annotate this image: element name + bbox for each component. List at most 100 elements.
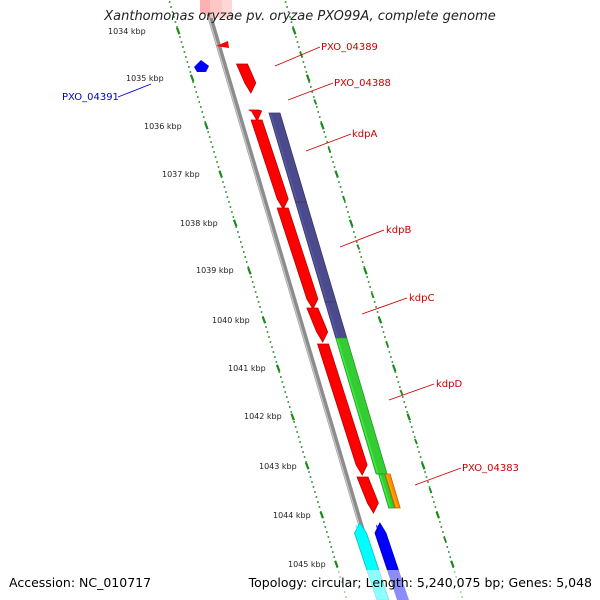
track-dot <box>229 206 232 208</box>
track-dot <box>188 66 190 68</box>
track-dot <box>403 401 406 403</box>
tick-label: 1044 kbp <box>273 511 311 520</box>
track-dot <box>289 16 291 18</box>
genome-backbone-highlight <box>202 0 383 600</box>
track-dot <box>421 461 423 463</box>
track-dot <box>347 211 349 213</box>
tick-dash <box>443 536 447 543</box>
track-dot <box>274 356 276 358</box>
track-dot <box>424 471 426 473</box>
track-dot <box>238 236 241 238</box>
track-dot <box>323 131 325 133</box>
track-dot <box>449 556 452 558</box>
track-dot <box>297 436 300 438</box>
tick-dash <box>399 389 404 396</box>
tick-label: 1038 kbp <box>180 219 218 228</box>
track-dot <box>311 481 313 483</box>
track-dot <box>208 136 211 138</box>
cds-faded <box>210 0 232 18</box>
track-dot <box>300 446 303 448</box>
track-dot <box>266 331 269 333</box>
track-dot <box>231 211 233 213</box>
leader-line <box>361 297 408 315</box>
track-dot <box>431 496 434 498</box>
tick-dash <box>363 267 368 275</box>
track-dot <box>344 201 346 203</box>
track-dot <box>192 81 195 83</box>
track-dot <box>358 251 361 253</box>
tick-dash <box>189 74 195 82</box>
track-dot <box>189 71 192 73</box>
track-dot <box>305 71 308 73</box>
track-dot <box>196 96 199 98</box>
track-dot <box>376 311 379 313</box>
track-dot <box>406 411 409 413</box>
tick-dash <box>218 170 223 178</box>
track-dot <box>331 551 334 553</box>
track-dot <box>440 526 443 528</box>
track-dot <box>228 201 230 203</box>
track-dot <box>257 301 260 303</box>
cds-small <box>248 109 263 122</box>
tick-dash <box>313 99 318 105</box>
track-dot <box>278 371 281 373</box>
hit-purple-kdpb-highlight <box>296 202 328 302</box>
track-dot <box>292 26 294 28</box>
hit-orange-highlight <box>385 474 398 508</box>
tick-dash <box>421 462 426 470</box>
track-dot <box>387 346 389 348</box>
track-dot <box>308 471 310 473</box>
track-dot <box>318 116 321 118</box>
track-dot <box>204 121 206 123</box>
tick-dash <box>290 413 295 421</box>
track-dot <box>239 241 242 243</box>
track-dot <box>210 141 212 143</box>
tick-dash <box>377 316 383 324</box>
track-dot <box>326 531 328 533</box>
track-dot <box>366 276 368 278</box>
tick-dash <box>275 364 281 372</box>
track-dot <box>290 21 293 23</box>
track-dot <box>202 116 205 118</box>
track-dot <box>315 496 318 498</box>
track-dot <box>288 406 291 408</box>
genome-backbone <box>202 0 386 600</box>
track-dot <box>207 131 209 133</box>
footer-fade <box>0 570 600 600</box>
track-dot <box>399 386 401 388</box>
track-dot <box>315 106 318 108</box>
track-dot <box>284 1 287 3</box>
track-dot <box>330 156 333 158</box>
track-dot <box>244 256 247 258</box>
track-dot <box>176 26 178 28</box>
track-dot <box>324 136 327 138</box>
track-dot <box>397 381 400 383</box>
track-dot <box>312 96 315 98</box>
track-dot <box>226 196 229 198</box>
tick-dash <box>391 364 397 372</box>
track-dot <box>285 396 288 398</box>
tick-label: 1035 kbp <box>126 74 164 83</box>
track-dot <box>351 226 354 228</box>
hit-purple-kdpc-highlight <box>325 302 338 338</box>
track-dot <box>213 151 215 153</box>
track-dot <box>272 351 275 353</box>
label-leaders <box>117 46 462 486</box>
track-dot <box>323 521 325 523</box>
track-dot <box>370 291 373 293</box>
track-dot <box>182 46 184 48</box>
gene-label-kdpb: kdpB <box>386 225 411 236</box>
track-dot <box>304 66 306 68</box>
track-dot <box>180 41 183 43</box>
track-dot <box>439 521 441 523</box>
tick-dash <box>232 219 238 227</box>
track-dot <box>412 431 414 433</box>
tick-dash <box>334 560 339 568</box>
track-dot <box>353 231 355 233</box>
track-dot <box>275 361 278 363</box>
tick-dash <box>406 413 411 421</box>
leader-line <box>339 229 385 248</box>
track-dot <box>446 546 449 548</box>
track-dot <box>390 356 392 358</box>
leader-line <box>287 82 334 101</box>
